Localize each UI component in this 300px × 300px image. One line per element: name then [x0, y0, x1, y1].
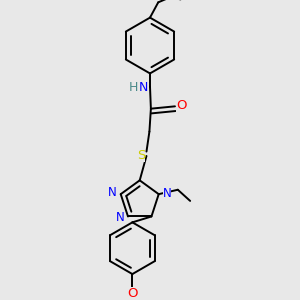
- Text: O: O: [127, 287, 138, 300]
- Text: N: N: [163, 187, 171, 200]
- Text: H: H: [129, 81, 139, 94]
- Text: N: N: [108, 186, 117, 199]
- Text: N: N: [116, 211, 124, 224]
- Text: O: O: [176, 99, 187, 112]
- Text: N: N: [139, 81, 148, 94]
- Text: S: S: [137, 148, 146, 162]
